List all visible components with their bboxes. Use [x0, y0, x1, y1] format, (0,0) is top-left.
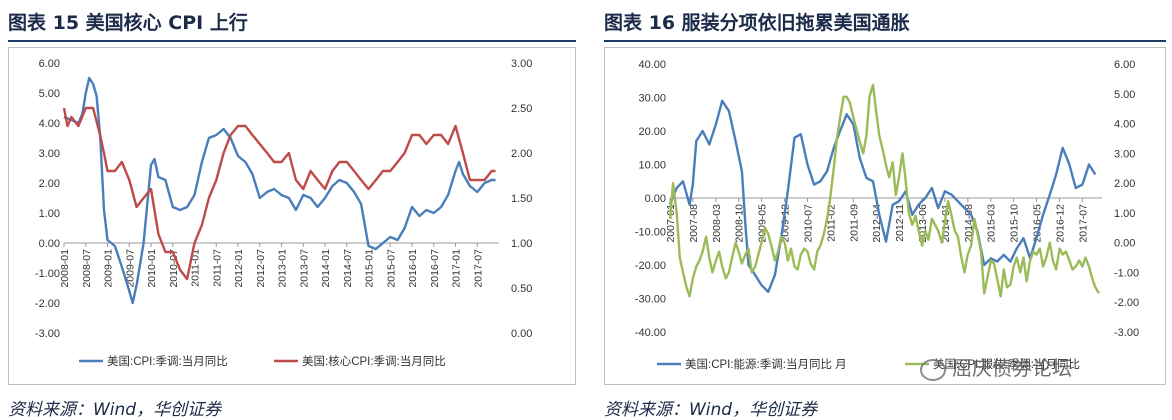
series-line-2	[62, 106, 496, 281]
x-tick-label: 2008-01	[59, 249, 71, 288]
watermark-text: 屈庆债券论坛	[952, 356, 1072, 380]
x-tick-label: 2009-07	[124, 249, 136, 288]
y-left-tick-label: 0.00	[39, 238, 60, 250]
y-left-tick-label: -2.00	[35, 298, 60, 310]
source-note-left: 资料来源：Wind，华创证券	[8, 400, 222, 420]
y-left-tick-label: -10.00	[635, 227, 666, 239]
y-right-tick-label: 2.00	[511, 148, 532, 160]
y-left-tick-label: 20.00	[638, 126, 666, 138]
legend-label-2: 美国:CPI:服装:季调:当月同比	[933, 357, 1080, 371]
y-right-tick-label: -3.00	[1114, 327, 1139, 339]
x-tick-label: 2008-10	[734, 204, 746, 243]
x-tick-label: 2007-08	[688, 204, 700, 243]
y-left-tick-label: 2.00	[39, 178, 60, 190]
x-tick-label: 2011-07	[211, 249, 223, 287]
x-tick-label: 2013-07	[298, 249, 310, 288]
y-left-tick-label: 40.00	[638, 59, 666, 71]
chart-title-right: 图表 16 服装分项依旧拖累美国通胀	[604, 12, 910, 34]
x-tick-label: 2012-01	[233, 249, 245, 288]
x-tick-label: 2010-07	[802, 204, 814, 243]
y-left-tick-label: 6.00	[39, 58, 60, 70]
x-tick-label: 2013-01	[277, 249, 289, 288]
x-tick-label: 2009-05	[757, 204, 769, 243]
x-tick-label: 2017-07	[1077, 204, 1089, 243]
y-right-tick-label: -2.00	[1114, 297, 1139, 309]
x-tick-label: 2010-07	[168, 249, 180, 288]
y-left-tick-label: 0.00	[645, 193, 666, 205]
x-tick-label: 2012-11	[894, 204, 906, 242]
x-tick-label: 2009-01	[103, 249, 115, 288]
x-tick-label: 2015-03	[986, 204, 998, 243]
x-tick-label: 2016-05	[1032, 204, 1044, 243]
y-right-tick-label: 5.00	[1114, 89, 1135, 101]
x-tick-label: 2012-07	[255, 249, 267, 288]
watermark: 屈庆债券论坛	[920, 352, 1072, 381]
x-tick-label: 2015-10	[1009, 204, 1021, 243]
x-tick-label: 2011-09	[848, 204, 860, 242]
y-right-tick-label: 0.50	[511, 283, 532, 295]
x-tick-label: 2016-01	[407, 249, 419, 288]
y-right-tick-label: 3.00	[511, 58, 532, 70]
chart-title-left: 图表 15 美国核心 CPI 上行	[8, 12, 248, 34]
x-tick-label: 2017-01	[451, 249, 463, 288]
y-right-tick-label: 1.50	[511, 193, 532, 205]
series-line-1	[668, 99, 1097, 294]
legend-label-1: 美国:CPI:能源:季调:当月同比 月	[685, 357, 847, 371]
y-left-tick-label: 3.00	[39, 148, 60, 160]
y-right-tick-label: 2.00	[1114, 178, 1135, 190]
title-rule-right	[604, 40, 1166, 42]
wechat-icon	[920, 358, 946, 381]
y-right-tick-label: 2.50	[511, 103, 532, 115]
y-left-tick-label: -20.00	[635, 260, 666, 272]
series-line-1	[63, 76, 496, 305]
legend-label-2: 美国:核心CPI:季调:当月同比	[302, 354, 446, 368]
chart-right: 40.00 30.00 20.00 10.00 0.00 -10.00 -20.00 -30.…	[635, 59, 1139, 371]
y-right-tick-label: 1.00	[1114, 208, 1135, 220]
title-rule-left	[8, 40, 576, 42]
y-left-tick-label: 10.00	[638, 160, 666, 172]
legend-label-1: 美国:CPI:季调:当月同比	[107, 354, 228, 368]
y-left-tick-label: -40.00	[635, 327, 666, 339]
y-right-tick-label: 6.00	[1114, 59, 1135, 71]
y-right-tick-label: 1.00	[511, 238, 532, 250]
x-tick-label: 2016-07	[429, 249, 441, 288]
y-left-tick-label: 4.00	[39, 118, 60, 130]
y-left-tick-label: 1.00	[39, 208, 60, 220]
x-tick-label: 2014-01	[320, 249, 332, 288]
x-tick-label: 2015-01	[364, 249, 376, 288]
y-right-tick-label: 4.00	[1114, 119, 1135, 131]
y-left-tick-label: 30.00	[638, 93, 666, 105]
y-right-tick-label: -1.00	[1114, 267, 1139, 279]
y-right-tick-label: 0.00	[1114, 238, 1135, 250]
chart-left: 6.00 5.00 4.00 3.00 2.00 1.00 0.00 -1.00 -2.00 -3…	[35, 58, 533, 368]
y-left-tick-label: -30.00	[635, 294, 666, 306]
y-left-tick-label: 5.00	[39, 88, 60, 100]
y-right-tick-label: 3.00	[1114, 148, 1135, 160]
source-note-right: 资料来源：Wind，华创证券	[604, 400, 818, 420]
y-left-tick-label: -3.00	[35, 328, 60, 340]
x-tick-label: 2008-07	[81, 249, 93, 288]
x-tick-label: 2014-07	[342, 249, 354, 288]
x-tick-label: 2015-07	[385, 249, 397, 288]
chart-frame-left: 6.00 5.00 4.00 3.00 2.00 1.00 0.00 -1.00 -2.00 -3…	[8, 47, 576, 385]
chart-frame-right: 40.00 30.00 20.00 10.00 0.00 -10.00 -20.00 -30.…	[604, 47, 1166, 385]
x-tick-label: 2007-01	[665, 204, 677, 243]
y-left-tick-label: -1.00	[35, 268, 60, 280]
x-tick-label: 2017-07	[472, 249, 484, 288]
series-line-2	[668, 83, 1100, 298]
x-tick-label: 2010-01	[146, 249, 158, 288]
x-tick-label: 2008-03	[711, 204, 723, 243]
x-tick-label: 2016-12	[1054, 204, 1066, 243]
y-right-tick-label: 0.00	[511, 328, 532, 340]
